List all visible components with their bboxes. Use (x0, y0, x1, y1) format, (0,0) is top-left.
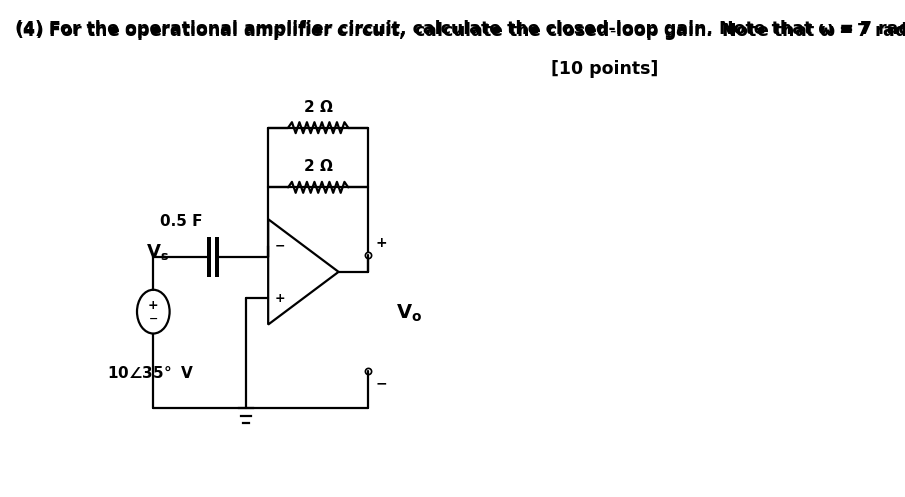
Text: (4) For the operational amplifier circuit, calculate the closed-loop gain. Note : (4) For the operational amplifier circui… (14, 20, 905, 38)
Text: $\mathbf{(4)\ For\ the\ operational\ amplifier\ circuit,\ calculate\ the\ closed: $\mathbf{(4)\ For\ the\ operational\ amp… (14, 20, 905, 42)
Text: +: + (148, 299, 158, 312)
Text: [10 points]: [10 points] (551, 60, 659, 78)
Text: −: − (376, 376, 387, 390)
Text: $\mathbf{V_s}$: $\mathbf{V_s}$ (146, 242, 168, 262)
Text: $\mathbf{10\angle 35°\ \ V}$: $\mathbf{10\angle 35°\ \ V}$ (108, 365, 195, 381)
Text: 2 Ω: 2 Ω (304, 100, 333, 115)
Text: 2 Ω: 2 Ω (304, 160, 333, 174)
Text: +: + (275, 292, 285, 305)
Text: +: + (376, 236, 387, 250)
Text: 0.5 F: 0.5 F (160, 214, 203, 229)
Text: −: − (148, 314, 158, 324)
Text: $\mathbf{V_o}$: $\mathbf{V_o}$ (396, 303, 423, 324)
Text: −: − (275, 239, 285, 252)
